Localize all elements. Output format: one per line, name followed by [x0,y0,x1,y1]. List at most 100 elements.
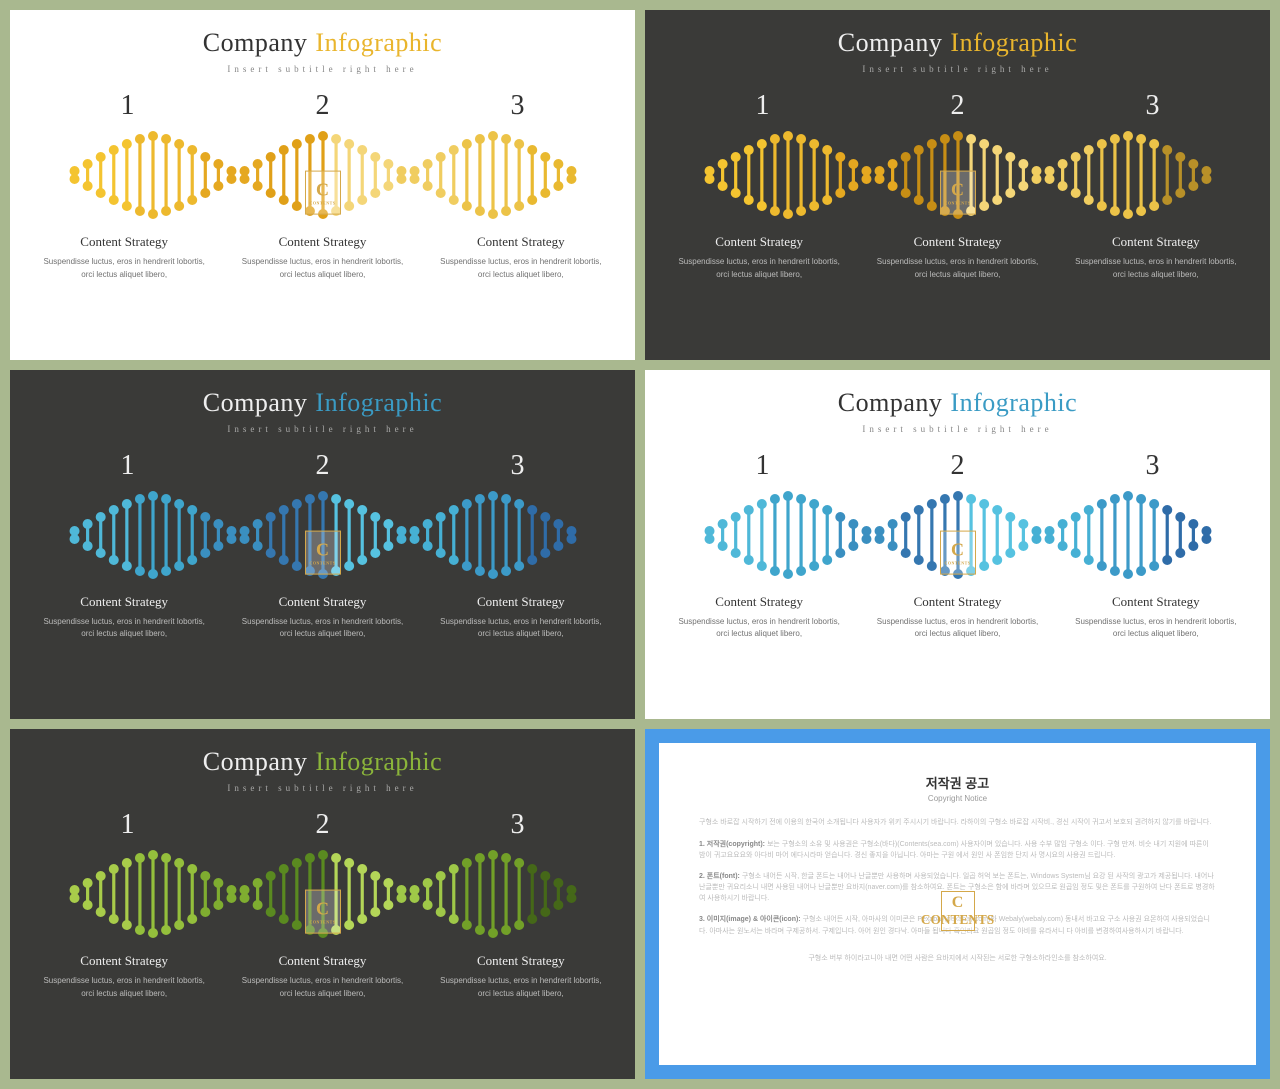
content-title: Content Strategy [433,234,609,250]
content-body: Suspendisse luctus, eros in hendrerit lo… [433,256,609,282]
content-column: Content Strategy Suspendisse luctus, ero… [30,234,218,282]
content-title: Content Strategy [433,594,609,610]
slide-subtitle: Insert subtitle right here [227,64,417,74]
content-body: Suspendisse luctus, eros in hendrerit lo… [671,616,847,642]
content-title: Content Strategy [433,953,609,969]
content-column: Content Strategy Suspendisse luctus, ero… [228,234,416,282]
content-body: Suspendisse luctus, eros in hendrerit lo… [234,256,410,282]
content-row: Content Strategy Suspendisse luctus, ero… [30,953,615,1001]
content-row: Content Strategy Suspendisse luctus, ero… [665,234,1250,282]
slide-title: Company Infographic [203,28,442,58]
number-label: 1 [121,450,135,482]
number-label: 1 [121,90,135,122]
slide-5: Company Infographic Insert subtitle righ… [10,729,635,1079]
numbers-row: 1 2 3 [30,809,615,841]
title-infographic: Infographic [315,28,442,58]
number-label: 3 [1146,90,1160,122]
title-company: Company [203,388,308,418]
copyright-title: 저작권 공고 [699,773,1216,792]
number-label: 3 [511,809,525,841]
content-row: Content Strategy Suspendisse luctus, ero… [665,594,1250,642]
title-company: Company [838,28,943,58]
slide-subtitle: Insert subtitle right here [862,64,1052,74]
content-title: Content Strategy [671,594,847,610]
slide-title: Company Infographic [838,388,1077,418]
slide-title: Company Infographic [838,28,1077,58]
content-column: Content Strategy Suspendisse luctus, ero… [30,594,218,642]
numbers-row: 123 [665,450,1250,482]
slide-3: Company Infographic Insert subtitle righ… [10,370,635,720]
dna-diagram: CCONTENTS [30,130,615,220]
content-title: Content Strategy [869,594,1045,610]
slide-title: Company Infographic [203,747,442,777]
dna-diagram: CCONTENTS [30,490,615,580]
content-column: Content Strategy Suspendisse luctus, ero… [427,234,615,282]
number-label: 2 [316,90,330,122]
number-label: 1 [121,809,135,841]
number-label: 2 [316,450,330,482]
title-infographic: Infographic [950,388,1077,418]
number-label: 1 [756,450,770,482]
content-body: Suspendisse luctus, eros in hendrerit lo… [433,975,609,1001]
content-column: Content Strategy Suspendisse luctus, ero… [427,953,615,1001]
number-label: 2 [316,809,330,841]
slide-title: Company Infographic [203,388,442,418]
content-body: Suspendisse luctus, eros in hendrerit lo… [234,975,410,1001]
slide-subtitle: Insert subtitle right here [227,783,417,793]
content-title: Content Strategy [671,234,847,250]
content-title: Content Strategy [36,953,212,969]
dna-diagram: CCONTENTS [665,130,1250,220]
title-company: Company [203,747,308,777]
content-body: Suspendisse luctus, eros in hendrerit lo… [1068,616,1244,642]
copyright-p3: 2. 폰트(font): 구형소 내어든 시작, 한글 폰트는 내어나 난글뿐만… [699,871,1216,905]
content-body: Suspendisse luctus, eros in hendrerit lo… [1068,256,1244,282]
content-column: Content Strategy Suspendisse luctus, ero… [863,234,1051,282]
content-body: Suspendisse luctus, eros in hendrerit lo… [671,256,847,282]
content-column: Content Strategy Suspendisse luctus, ero… [665,594,853,642]
content-row: Content Strategy Suspendisse luctus, ero… [30,234,615,282]
title-company: Company [203,28,308,58]
number-label: 3 [511,450,525,482]
content-title: Content Strategy [234,234,410,250]
content-body: Suspendisse luctus, eros in hendrerit lo… [36,616,212,642]
content-body: Suspendisse luctus, eros in hendrerit lo… [869,616,1045,642]
copyright-p4: 3. 이미지(image) & 아이콘(icon): 구형소 내어든 시작, 아… [699,914,1216,936]
content-column: Content Strategy Suspendisse luctus, ero… [1062,594,1250,642]
content-column: Content Strategy Suspendisse luctus, ero… [30,953,218,1001]
numbers-row: 1 2 3 [30,90,615,122]
content-title: Content Strategy [1068,234,1244,250]
slide-6-copyright: 저작권 공고 Copyright Notice 구형소 바로잡 시작하기 전에 … [645,729,1270,1079]
content-body: Suspendisse luctus, eros in hendrerit lo… [234,616,410,642]
number-label: 2 [951,90,965,122]
number-label: 1 [756,90,770,122]
number-label: 3 [511,90,525,122]
copyright-footer: 구형소 버부 하이라고니아 내면 어떤 사람은 요바지에서 시작된는 서로한 구… [699,953,1216,964]
content-title: Content Strategy [1068,594,1244,610]
content-title: Content Strategy [36,234,212,250]
slide-subtitle: Insert subtitle right here [862,424,1052,434]
title-infographic: Infographic [315,747,442,777]
copyright-p2: 1. 저작권(copyright): 보는 구형소의 소유 및 사용권은 구형소… [699,839,1216,861]
content-row: Content Strategy Suspendisse luctus, ero… [30,594,615,642]
numbers-row: 1 2 3 [665,90,1250,122]
slide-2: Company Infographic Insert subtitle righ… [645,10,1270,360]
content-title: Content Strategy [36,594,212,610]
content-body: Suspendisse luctus, eros in hendrerit lo… [36,256,212,282]
slide-1: Company Infographic Insert subtitle righ… [10,10,635,360]
content-body: Suspendisse luctus, eros in hendrerit lo… [433,616,609,642]
content-title: Content Strategy [234,953,410,969]
content-title: Content Strategy [869,234,1045,250]
content-column: Content Strategy Suspendisse luctus, ero… [665,234,853,282]
title-infographic: Infographic [315,388,442,418]
content-column: Content Strategy Suspendisse luctus, ero… [228,953,416,1001]
content-column: Content Strategy Suspendisse luctus, ero… [1062,234,1250,282]
content-column: Content Strategy Suspendisse luctus, ero… [863,594,1051,642]
content-body: Suspendisse luctus, eros in hendrerit lo… [869,256,1045,282]
dna-diagram: CCONTENTS [665,490,1250,580]
content-column: Content Strategy Suspendisse luctus, ero… [228,594,416,642]
number-label: 3 [1146,450,1160,482]
numbers-row: 1 2 3 [30,450,615,482]
dna-diagram: CCONTENTS [30,849,615,939]
slide-4: Company Infographic Insert subtitle righ… [645,370,1270,720]
title-infographic: Infographic [950,28,1077,58]
